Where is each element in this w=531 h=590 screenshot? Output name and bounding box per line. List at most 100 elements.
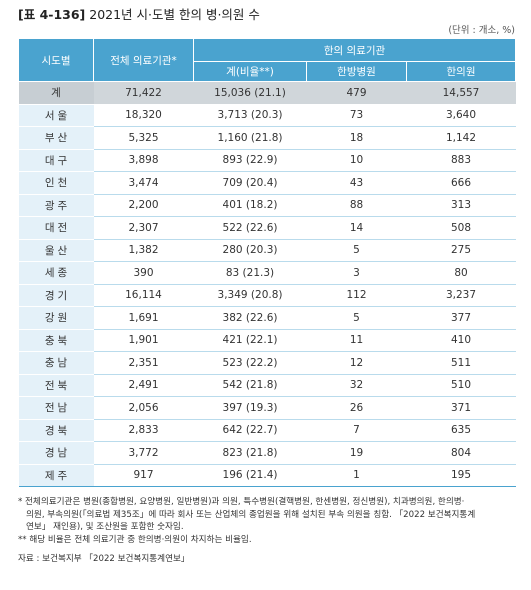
unit-label: (단위 : 개소, %) [448, 25, 515, 36]
total-institutions-cell: 2,307 [93, 216, 194, 240]
oriental-hospital-cell: 18 [306, 126, 407, 150]
table-row: 강원 1,691 382 (22.6) 5 377 [18, 306, 516, 330]
oriental-hospital-cell: 10 [306, 149, 407, 172]
oriental-clinic-cell: 410 [406, 329, 516, 352]
oriental-clinic-cell: 371 [406, 396, 516, 420]
header-row-1: 시도별 전체 의료기관* 한의 의료기관 [18, 38, 517, 82]
oriental-hospital-cell: 5 [306, 306, 407, 330]
total-institutions-cell: 917 [93, 464, 194, 487]
total-institutions-cell: 18,320 [93, 104, 194, 127]
total-institutions-cell: 2,351 [93, 351, 194, 375]
table-row: 경북 2,833 642 (22.7) 7 635 [18, 419, 516, 442]
region-cell: 인천 [18, 171, 94, 195]
region-cell: 광주 [18, 194, 94, 217]
region-cell: 제주 [18, 464, 94, 487]
oriental-clinic-cell: 511 [406, 351, 516, 375]
oriental-hospital-cell: 43 [306, 171, 407, 195]
oriental-clinic-cell: 883 [406, 149, 516, 172]
oriental-sum-cell: 522 (22.6) [193, 216, 307, 240]
oriental-sum-cell: 3,349 (20.8) [193, 284, 307, 307]
table-body: 계 71,422 15,036 (21.1) 479 14,557 서울 18,320 3,7… [18, 81, 516, 487]
table-row: 대전 2,307 522 (22.6) 14 508 [18, 216, 516, 240]
oriental-clinic-cell: 510 [406, 374, 516, 397]
region-cell: 전남 [18, 396, 94, 420]
total-institutions-cell: 2,833 [93, 419, 194, 442]
oriental-clinic-cell: 80 [406, 261, 516, 285]
oriental-hospital-cell: 5 [306, 239, 407, 262]
table-row: 광주 2,200 401 (18.2) 88 313 [18, 194, 516, 217]
footnote-2: ** 해당 비율은 전체 의료기관 중 한의병·의원이 차지하는 비율임. [18, 534, 252, 545]
oriental-sum-cell: 397 (19.3) [193, 396, 307, 420]
header-sum-ratio: 계(비율**) [193, 61, 307, 82]
total-institutions-cell: 1,382 [93, 239, 194, 262]
region-cell: 강원 [18, 306, 94, 330]
oriental-clinic-cell: 195 [406, 464, 516, 487]
region-cell: 부산 [18, 126, 94, 150]
footnote-1-line-2: 의원, 부속의원(「의료법 제35조」에 따라 회사 또는 산업체의 종업원을 … [26, 509, 476, 520]
oriental-clinic-cell: 804 [406, 441, 516, 465]
oriental-clinic-cell: 508 [406, 216, 516, 240]
total-institutions-cell: 71,422 [93, 81, 194, 105]
table-row: 세종 390 83 (21.3) 3 80 [18, 261, 516, 285]
total-institutions-cell: 2,491 [93, 374, 194, 397]
table-row: 전북 2,491 542 (21.8) 32 510 [18, 374, 516, 397]
table-row: 경남 3,772 823 (21.8) 19 804 [18, 441, 516, 465]
oriental-hospital-cell: 26 [306, 396, 407, 420]
table-row: 제주 917 196 (21.4) 1 195 [18, 464, 516, 487]
oriental-sum-cell: 280 (20.3) [193, 239, 307, 262]
table-row: 충북 1,901 421 (22.1) 11 410 [18, 329, 516, 352]
table-row: 경기 16,114 3,349 (20.8) 112 3,237 [18, 284, 516, 307]
header-total-institutions: 전체 의료기관* [93, 38, 194, 82]
region-cell: 대구 [18, 149, 94, 172]
header-oriental-clinic: 한의원 [405, 61, 517, 82]
region-cell: 서울 [18, 104, 94, 127]
oriental-clinic-cell: 3,237 [406, 284, 516, 307]
header-region: 시도별 [18, 38, 94, 82]
header-row-2: 계(비율**) 한방병원 한의원 [19, 61, 517, 82]
oriental-clinic-cell: 635 [406, 419, 516, 442]
region-cell: 경남 [18, 441, 94, 465]
footnote-1-line-3: 연보」 재인용), 및 조산원을 포함한 숫자임. [26, 522, 184, 533]
oriental-clinic-cell: 275 [406, 239, 516, 262]
oriental-sum-cell: 542 (21.8) [193, 374, 307, 397]
oriental-hospital-cell: 19 [306, 441, 407, 465]
total-institutions-cell: 1,901 [93, 329, 194, 352]
oriental-clinic-cell: 666 [406, 171, 516, 195]
header-oriental-group: 한의 의료기관 [192, 38, 517, 62]
oriental-sum-cell: 401 (18.2) [193, 194, 307, 217]
oriental-hospital-cell: 11 [306, 329, 407, 352]
oriental-sum-cell: 421 (22.1) [193, 329, 307, 352]
table-row: 대구 3,898 893 (22.9) 10 883 [18, 149, 516, 172]
table-row: 울산 1,382 280 (20.3) 5 275 [18, 239, 516, 262]
oriental-sum-cell: 83 (21.3) [193, 261, 307, 285]
footnotes: * 전체의료기관은 병원(종합병원, 요양병원, 일반병원)과 의원, 특수병원… [18, 496, 518, 566]
table-title-text: 2021년 시·도별 한의 병·의원 수 [89, 7, 260, 22]
region-cell: 계 [18, 81, 94, 105]
table-row: 전남 2,056 397 (19.3) 26 371 [18, 396, 516, 420]
region-cell: 경기 [18, 284, 94, 307]
table-number: [표 4-136] [18, 7, 86, 22]
oriental-hospital-cell: 12 [306, 351, 407, 375]
total-institutions-cell: 3,474 [93, 171, 194, 195]
table-row: 충남 2,351 523 (22.2) 12 511 [18, 351, 516, 375]
region-cell: 전북 [18, 374, 94, 397]
oriental-sum-cell: 523 (22.2) [193, 351, 307, 375]
region-cell: 울산 [18, 239, 94, 262]
total-institutions-cell: 3,898 [93, 149, 194, 172]
total-institutions-cell: 5,325 [93, 126, 194, 150]
total-institutions-cell: 1,691 [93, 306, 194, 330]
region-cell: 세종 [18, 261, 94, 285]
oriental-sum-cell: 1,160 (21.8) [193, 126, 307, 150]
total-institutions-cell: 16,114 [93, 284, 194, 307]
oriental-clinic-cell: 14,557 [406, 81, 516, 105]
footnote-1-line-1: * 전체의료기관은 병원(종합병원, 요양병원, 일반병원)과 의원, 특수병원… [18, 497, 465, 507]
table-row: 서울 18,320 3,713 (20.3) 73 3,640 [18, 104, 516, 127]
region-cell: 충남 [18, 351, 94, 375]
oriental-hospital-cell: 112 [306, 284, 407, 307]
oriental-clinic-cell: 377 [406, 306, 516, 330]
oriental-sum-cell: 642 (22.7) [193, 419, 307, 442]
oriental-sum-cell: 196 (21.4) [193, 464, 307, 487]
oriental-sum-cell: 893 (22.9) [193, 149, 307, 172]
oriental-sum-cell: 823 (21.8) [193, 441, 307, 465]
